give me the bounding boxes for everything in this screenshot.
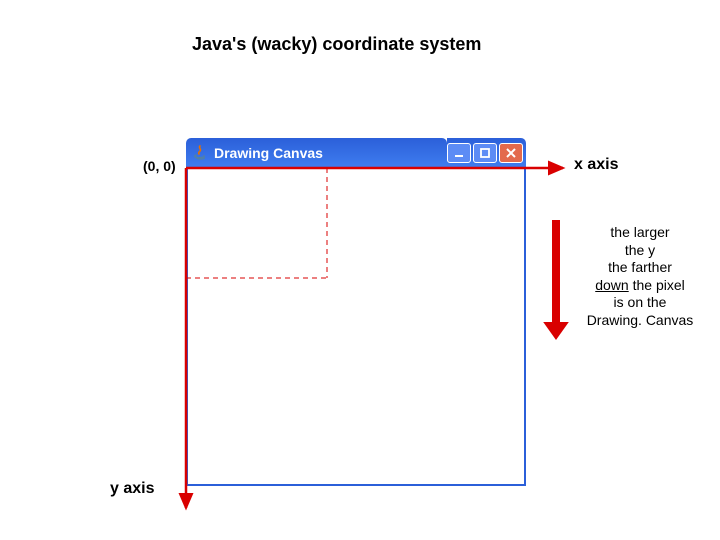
- y-axis-label: y axis: [110, 480, 154, 498]
- titlebar-gradient: Drawing Canvas: [186, 138, 447, 168]
- side-down-arrow: [543, 220, 569, 340]
- java-icon: [192, 145, 208, 161]
- close-button[interactable]: [499, 143, 523, 163]
- origin-label: (0, 0): [143, 158, 176, 174]
- minimize-button[interactable]: [447, 143, 471, 163]
- maximize-button[interactable]: [473, 143, 497, 163]
- window-title-text: Drawing Canvas: [214, 145, 323, 161]
- explanation-text: the largerthe ythe fartherdown the pixel…: [570, 224, 710, 329]
- drawing-canvas-area: [186, 168, 526, 486]
- x-axis-label: x axis: [574, 156, 618, 174]
- window-buttons: [447, 138, 526, 168]
- diagram-title: Java's (wacky) coordinate system: [192, 34, 481, 55]
- window-titlebar: Drawing Canvas: [186, 138, 526, 168]
